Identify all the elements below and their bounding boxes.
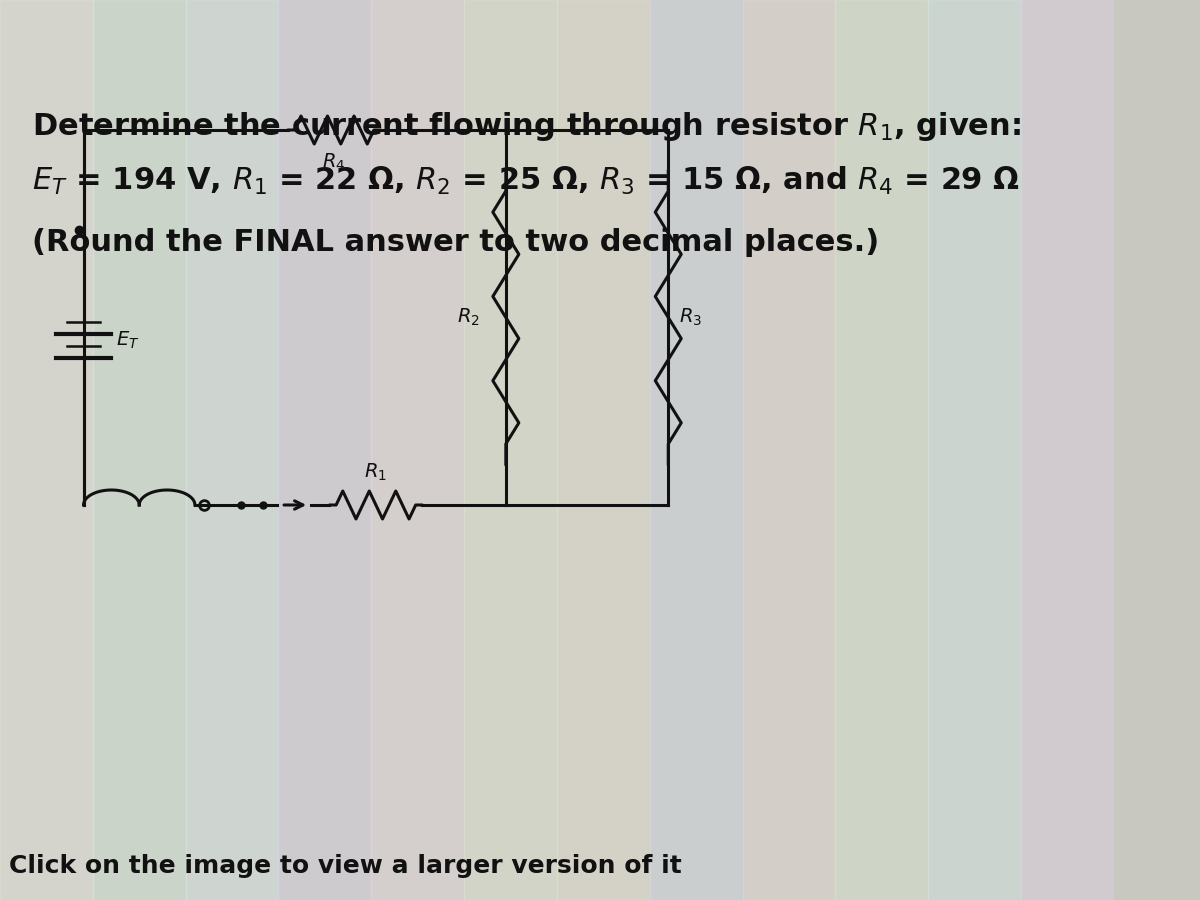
Text: $R_2$: $R_2$ bbox=[457, 307, 480, 328]
Bar bbox=[557, 0, 649, 900]
Text: Click on the image to view a larger version of it: Click on the image to view a larger vers… bbox=[10, 854, 682, 878]
Bar bbox=[92, 0, 186, 900]
Text: (Round the FINAL answer to two decimal places.): (Round the FINAL answer to two decimal p… bbox=[32, 228, 880, 257]
Bar bbox=[278, 0, 371, 900]
Text: $R_1$: $R_1$ bbox=[365, 462, 388, 483]
Bar bbox=[928, 0, 1021, 900]
Bar bbox=[186, 0, 278, 900]
Bar bbox=[464, 0, 557, 900]
Text: $R_4$: $R_4$ bbox=[323, 152, 346, 174]
Bar bbox=[649, 0, 743, 900]
Bar bbox=[371, 0, 464, 900]
Bar bbox=[1021, 0, 1114, 900]
Text: Determine the current flowing through resistor $R_1$, given:: Determine the current flowing through re… bbox=[32, 110, 1021, 143]
Text: $R_3$: $R_3$ bbox=[679, 307, 702, 328]
Text: $E_T$: $E_T$ bbox=[116, 329, 139, 351]
Bar bbox=[0, 0, 92, 900]
Text: $E_T$ = 194 V, $R_1$ = 22 Ω, $R_2$ = 25 Ω, $R_3$ = 15 Ω, and $R_4$ = 29 Ω: $E_T$ = 194 V, $R_1$ = 22 Ω, $R_2$ = 25 … bbox=[32, 165, 1020, 197]
Bar bbox=[743, 0, 835, 900]
Bar bbox=[835, 0, 928, 900]
